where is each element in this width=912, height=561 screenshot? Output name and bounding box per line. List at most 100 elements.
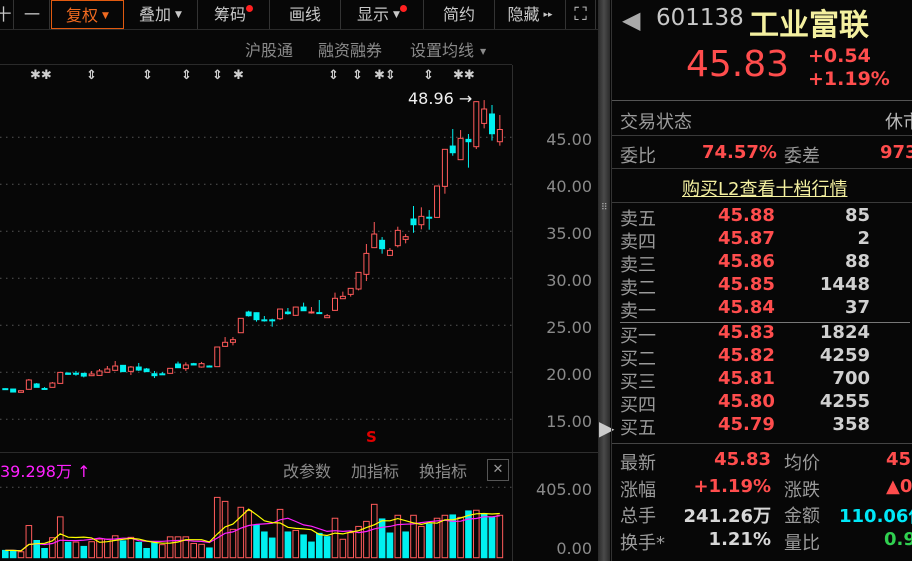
info-marker-icon[interactable]: ⇕: [181, 68, 192, 83]
level-price: 45.83: [718, 322, 775, 343]
ask-row[interactable]: 卖五 45.88 85: [612, 205, 912, 230]
bid-row[interactable]: 买二 45.82 4259: [612, 345, 912, 370]
volume-bar: [166, 536, 174, 559]
candle-body: [253, 312, 260, 321]
candle-body: [159, 373, 166, 376]
info-marker-icon[interactable]: ✱✱: [453, 68, 475, 83]
buy-l2-link[interactable]: 购买L2查看十档行情: [682, 179, 848, 200]
draw-line-button[interactable]: 画线: [270, 0, 341, 29]
info-marker-icon[interactable]: ⇕: [328, 68, 339, 83]
adjust-rights-button[interactable]: 复权 ▼: [51, 0, 124, 29]
switch-indicator-link[interactable]: 换指标: [419, 462, 468, 481]
info-marker-icon[interactable]: ✱: [233, 68, 244, 83]
stat-label: 涨跌: [784, 479, 820, 501]
level-label: 卖二: [620, 278, 656, 299]
volume-bar: [25, 525, 33, 559]
overlay-button[interactable]: 叠加 ▼: [124, 0, 198, 29]
chips-button[interactable]: 筹码: [198, 0, 270, 29]
volume-bar: [300, 534, 307, 559]
fullscreen-button[interactable]: ⛶: [566, 0, 596, 29]
bid-row[interactable]: 买一 45.83 1824: [612, 322, 912, 347]
hide-button[interactable]: 隐藏 ▸▸: [495, 0, 566, 29]
candle: [339, 291, 346, 300]
candlestick-chart[interactable]: [0, 0, 512, 452]
level-label: 买三: [620, 372, 656, 393]
candle: [41, 387, 48, 390]
ask-row[interactable]: 卖三 45.86 88: [612, 251, 912, 276]
info-marker-icon[interactable]: ⇕: [142, 68, 153, 83]
price-change: +0.54: [808, 45, 871, 67]
candle: [229, 337, 236, 346]
quote-panel: ◀ 601138 工业富联 45.83 +0.54 +1.19% 交易状态 休市…: [611, 0, 912, 561]
info-marker-icon[interactable]: ⇕: [86, 68, 97, 83]
candle: [222, 337, 229, 347]
info-marker-icon[interactable]: ⇕: [352, 68, 363, 83]
simple-mode-button[interactable]: 简约: [424, 0, 495, 29]
volume-bar: [174, 536, 182, 559]
info-marker-icon[interactable]: ✱⇕: [374, 68, 396, 83]
info-marker-icon[interactable]: ⇕: [212, 68, 223, 83]
volume-bar: [159, 544, 166, 559]
hk-connect-link[interactable]: 沪股通: [245, 41, 294, 60]
level-price: 45.84: [718, 297, 775, 318]
drag-handle-icon[interactable]: ⠿: [601, 203, 608, 213]
candle: [10, 388, 17, 393]
level-volume: 2: [857, 228, 870, 249]
ma-settings-link[interactable]: 设置均线 ▼: [410, 37, 486, 61]
ask-row[interactable]: 卖二 45.85 1448: [612, 274, 912, 299]
back-arrow-icon[interactable]: ◀: [622, 6, 641, 34]
candle: [175, 361, 181, 369]
order-diff-label: 委差: [784, 146, 820, 167]
level-volume: 1824: [819, 322, 870, 343]
volume-chart[interactable]: [0, 485, 512, 561]
zoom-in-button[interactable]: 十: [0, 0, 14, 29]
price-tick: 20.00: [546, 365, 592, 384]
candle-body: [457, 137, 464, 161]
edit-params-link[interactable]: 改参数: [283, 462, 332, 481]
bid-row[interactable]: 买四 45.80 4255: [612, 391, 912, 416]
margin-trading-link[interactable]: 融资融券: [318, 41, 383, 60]
candle-body: [143, 368, 150, 373]
ma5-line: [5, 508, 500, 552]
ask-row[interactable]: 卖四 45.87 2: [612, 228, 912, 253]
candle: [253, 312, 260, 322]
candle: [418, 207, 425, 230]
close-icon[interactable]: ✕: [487, 459, 509, 481]
sell-signal-marker[interactable]: S: [366, 428, 377, 446]
bid-row[interactable]: 买五 45.79 358: [612, 414, 912, 439]
candle-body: [167, 367, 174, 374]
bid-row[interactable]: 买三 45.81 700: [612, 368, 912, 393]
add-indicator-link[interactable]: 加指标: [351, 462, 400, 481]
candle-body: [292, 306, 299, 316]
level-volume: 700: [832, 368, 870, 389]
volume-bar: [143, 547, 150, 559]
volume-bar: [64, 541, 72, 559]
panel-splitter[interactable]: ⠿ ▶: [598, 0, 614, 561]
volume-bar: [135, 541, 143, 559]
candle-body: [371, 233, 378, 249]
collapse-arrow-icon[interactable]: ▶: [599, 416, 615, 440]
display-button[interactable]: 显示 ▼: [341, 0, 424, 29]
info-marker-icon[interactable]: ⇕: [423, 68, 434, 83]
candle-body: [127, 366, 134, 372]
candle-body: [112, 365, 119, 371]
stat-value: 1.21%: [708, 528, 771, 550]
level-volume: 4255: [819, 391, 870, 412]
info-marker-icon[interactable]: ✱✱: [30, 68, 52, 83]
hide-label: 隐藏: [507, 5, 540, 24]
zoom-out-button[interactable]: 一: [15, 0, 50, 29]
candle-body: [65, 372, 72, 375]
level-price: 45.88: [718, 205, 775, 226]
volume-bar: [292, 529, 300, 559]
ask-row[interactable]: 卖一 45.84 37: [612, 297, 912, 322]
ma-settings-label: 设置均线: [410, 41, 475, 60]
candle-body: [481, 108, 488, 124]
candle: [135, 362, 142, 371]
volume-bar: [206, 547, 213, 559]
candle-body: [10, 388, 17, 393]
candle-body: [41, 387, 48, 390]
candle: [355, 271, 362, 291]
candle-body: [441, 148, 448, 187]
order-diff-value: 973: [880, 142, 912, 163]
stat-label: 最新: [620, 453, 656, 474]
